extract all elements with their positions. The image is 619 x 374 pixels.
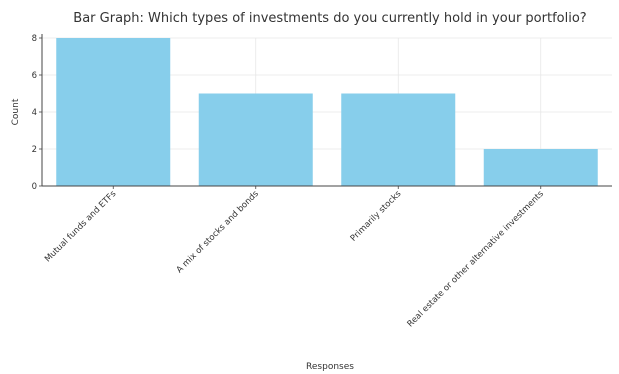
bar	[341, 93, 456, 186]
x-tick-label: Primarily stocks	[349, 189, 404, 244]
bar	[56, 38, 171, 186]
y-tick-label: 8	[32, 34, 37, 44]
bar	[483, 149, 598, 186]
x-tick-label: Real estate or other alternative investm…	[406, 189, 547, 330]
axes	[41, 34, 612, 187]
bars	[56, 38, 598, 186]
x-tick-label: Mutual funds and ETFs	[43, 189, 119, 265]
x-ticks: Mutual funds and ETFs A mix of stocks and…	[43, 186, 546, 329]
chart-title: Bar Graph: Which types of investments do…	[73, 11, 586, 26]
x-axis-label: Responses	[306, 362, 354, 372]
y-tick-label: 6	[32, 71, 37, 81]
bar	[198, 93, 313, 186]
y-tick-label: 2	[32, 145, 37, 155]
x-tick-label: A mix of stocks and bonds	[175, 189, 262, 276]
y-tick-label: 0	[32, 182, 37, 192]
y-tick-label: 4	[32, 108, 37, 118]
y-axis-label: Count	[11, 98, 21, 125]
y-ticks: 0 2 4 6 8	[32, 34, 42, 192]
